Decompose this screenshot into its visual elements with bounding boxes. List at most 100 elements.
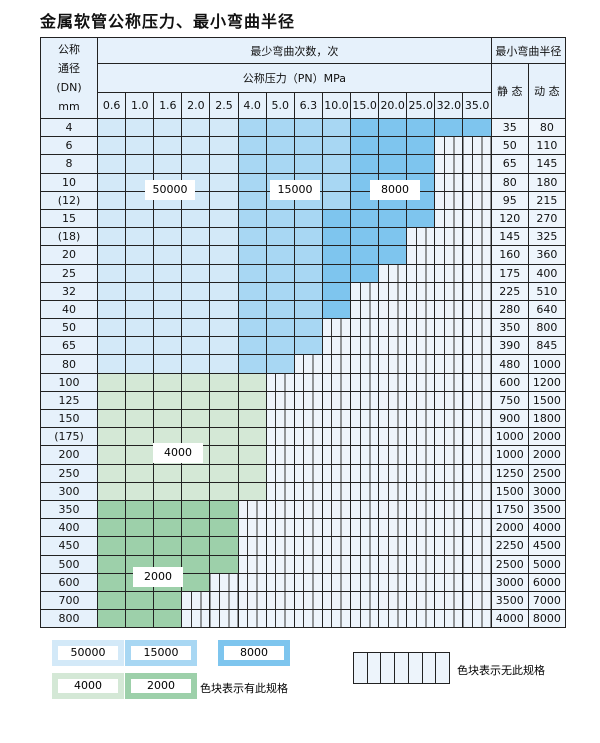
spec-unavailable-cell [265,427,295,447]
spec-available-cell [97,609,127,629]
spec-unavailable-cell [293,354,323,374]
static-radius-cell: 80 [490,172,529,192]
legend-4000: 4000 [52,673,124,699]
spec-available-cell [97,427,127,447]
spec-available-cell [181,572,211,592]
table-row: 600 3000 6000 [39,572,567,592]
spec-unavailable-cell [434,499,464,520]
region-label-15000: 15000 [270,180,320,200]
pressure-column-header: 6.3 [293,92,323,119]
spec-unavailable-cell [406,463,436,483]
spec-available-cell [181,372,211,392]
static-radius-cell: 2000 [490,518,529,538]
spec-available-cell [209,408,239,429]
spec-available-cell [153,609,183,629]
table-row: 150 900 1800 [39,408,567,429]
spec-available-cell [97,481,127,501]
spec-unavailable-cell [293,518,323,538]
spec-available-cell [181,390,211,411]
spec-available-cell [293,281,323,301]
spec-available-cell [153,390,183,411]
spec-available-cell [237,481,267,501]
spec-unavailable-cell [265,499,295,520]
spec-available-cell [209,318,239,338]
spec-available-cell [350,136,380,156]
spec-unavailable-cell [462,536,492,556]
spec-available-cell [237,408,267,429]
dn-cell: 20 [39,245,99,265]
spec-available-cell [321,227,352,247]
spec-available-cell [97,390,127,411]
spec-unavailable-cell [293,427,323,447]
spec-available-cell [209,172,239,192]
dn-cell: (175) [39,427,99,447]
spec-unavailable-cell [434,299,464,320]
table-row: 40 280 640 [39,299,567,320]
static-radius-cell: 3500 [490,590,529,611]
spec-available-cell [125,245,155,265]
spec-unavailable-cell [434,154,464,174]
spec-available-cell [209,227,239,247]
static-radius-cell: 65 [490,154,529,174]
spec-available-cell [293,318,323,338]
spec-available-cell [97,336,127,356]
spec-available-cell [181,299,211,320]
spec-available-cell [181,354,211,374]
spec-unavailable-cell [350,372,380,392]
dn-cell: (12) [39,190,99,210]
dn-header: 公称 通径 (DN) mm [39,37,99,119]
spec-available-cell [237,445,267,465]
spec-available-cell [181,281,211,301]
static-radius-cell: 35 [490,117,529,138]
spec-available-cell [153,318,183,338]
spec-unavailable-cell [321,354,352,374]
spec-unavailable-cell [406,554,436,574]
spec-available-cell [321,208,352,229]
spec-available-cell [321,136,352,156]
spec-unavailable-cell [378,590,408,611]
radius-header: 最小弯曲半径 [490,37,567,64]
spec-unavailable-cell [462,263,492,283]
spec-unavailable-cell [350,354,380,374]
spec-available-cell [209,445,239,465]
spec-unavailable-cell [406,299,436,320]
spec-unavailable-cell [434,336,464,356]
dynamic-radius-cell: 800 [527,318,567,338]
spec-available-cell [153,117,183,138]
table-row: 250 1250 2500 [39,463,567,483]
spec-available-cell [265,117,295,138]
spec-unavailable-cell [462,227,492,247]
spec-unavailable-cell [434,572,464,592]
spec-available-cell [181,463,211,483]
spec-unavailable-cell [321,318,352,338]
spec-unavailable-cell [406,245,436,265]
spec-unavailable-cell [406,518,436,538]
dn-cell: 350 [39,499,99,520]
spec-unavailable-cell [265,554,295,574]
static-radius-cell: 390 [490,336,529,356]
spec-available-cell [209,354,239,374]
dn-cell: 32 [39,281,99,301]
legend-8000: 8000 [218,640,290,666]
dynamic-radius-cell: 6000 [527,572,567,592]
dynamic-radius-cell: 3500 [527,499,567,520]
spec-unavailable-cell [434,281,464,301]
table-row: 80 480 1000 [39,354,567,374]
table-row: (175) 1000 2000 [39,427,567,447]
spec-unavailable-cell [181,590,211,611]
pressure-column-header: 0.6 [97,92,127,119]
spec-available-cell [153,481,183,501]
spec-unavailable-cell [293,554,323,574]
spec-unavailable-cell [434,227,464,247]
spec-unavailable-cell [350,299,380,320]
pressure-column-header: 32.0 [434,92,464,119]
spec-unavailable-cell [378,390,408,411]
pressure-header: 公称压力（PN）MPa [97,63,492,93]
spec-unavailable-cell [378,499,408,520]
dynamic-radius-cell: 2000 [527,445,567,465]
dynamic-radius-cell: 215 [527,190,567,210]
spec-available-cell [265,318,295,338]
table-row: 65 390 845 [39,336,567,356]
dynamic-radius-cell: 845 [527,336,567,356]
spec-unavailable-cell [293,372,323,392]
